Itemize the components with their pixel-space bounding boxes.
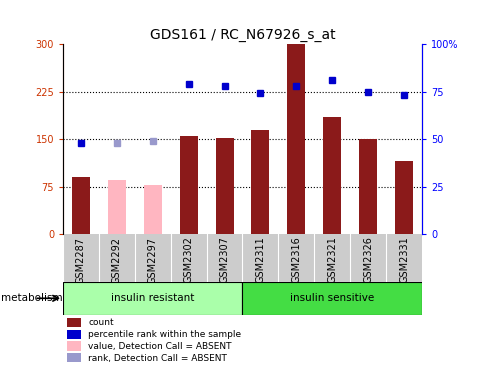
Text: GSM2326: GSM2326	[363, 237, 372, 284]
Text: GSM2311: GSM2311	[255, 237, 265, 283]
Text: rank, Detection Call = ABSENT: rank, Detection Call = ABSENT	[88, 354, 227, 363]
Bar	[66, 329, 81, 339]
Bar	[66, 318, 81, 327]
Text: GSM2292: GSM2292	[112, 237, 121, 284]
Bar	[215, 138, 233, 234]
Text: insulin resistant: insulin resistant	[111, 293, 194, 303]
Bar	[66, 353, 81, 363]
Text: GSM2297: GSM2297	[148, 237, 157, 284]
Bar	[394, 161, 412, 234]
Text: percentile rank within the sample: percentile rank within the sample	[88, 330, 241, 339]
Text: GSM2307: GSM2307	[219, 237, 229, 284]
Bar	[143, 185, 161, 234]
Text: GSM2321: GSM2321	[327, 237, 336, 284]
Text: GSM2331: GSM2331	[398, 237, 408, 283]
Bar	[107, 180, 125, 234]
Text: value, Detection Call = ABSENT: value, Detection Call = ABSENT	[88, 342, 231, 351]
Text: GSM2302: GSM2302	[183, 237, 193, 284]
Bar	[251, 130, 269, 234]
Text: GSM2316: GSM2316	[291, 237, 301, 283]
Bar	[66, 341, 81, 351]
Title: GDS161 / RC_N67926_s_at: GDS161 / RC_N67926_s_at	[150, 27, 334, 41]
Text: insulin sensitive: insulin sensitive	[289, 293, 374, 303]
Bar	[358, 139, 376, 234]
Bar	[322, 117, 340, 234]
Text: count: count	[88, 318, 114, 327]
Text: metabolism: metabolism	[1, 293, 63, 303]
Bar	[72, 177, 90, 234]
Bar	[179, 136, 197, 234]
Text: GSM2287: GSM2287	[76, 237, 86, 284]
Bar	[63, 282, 242, 315]
Bar	[287, 44, 304, 234]
Bar	[242, 282, 421, 315]
